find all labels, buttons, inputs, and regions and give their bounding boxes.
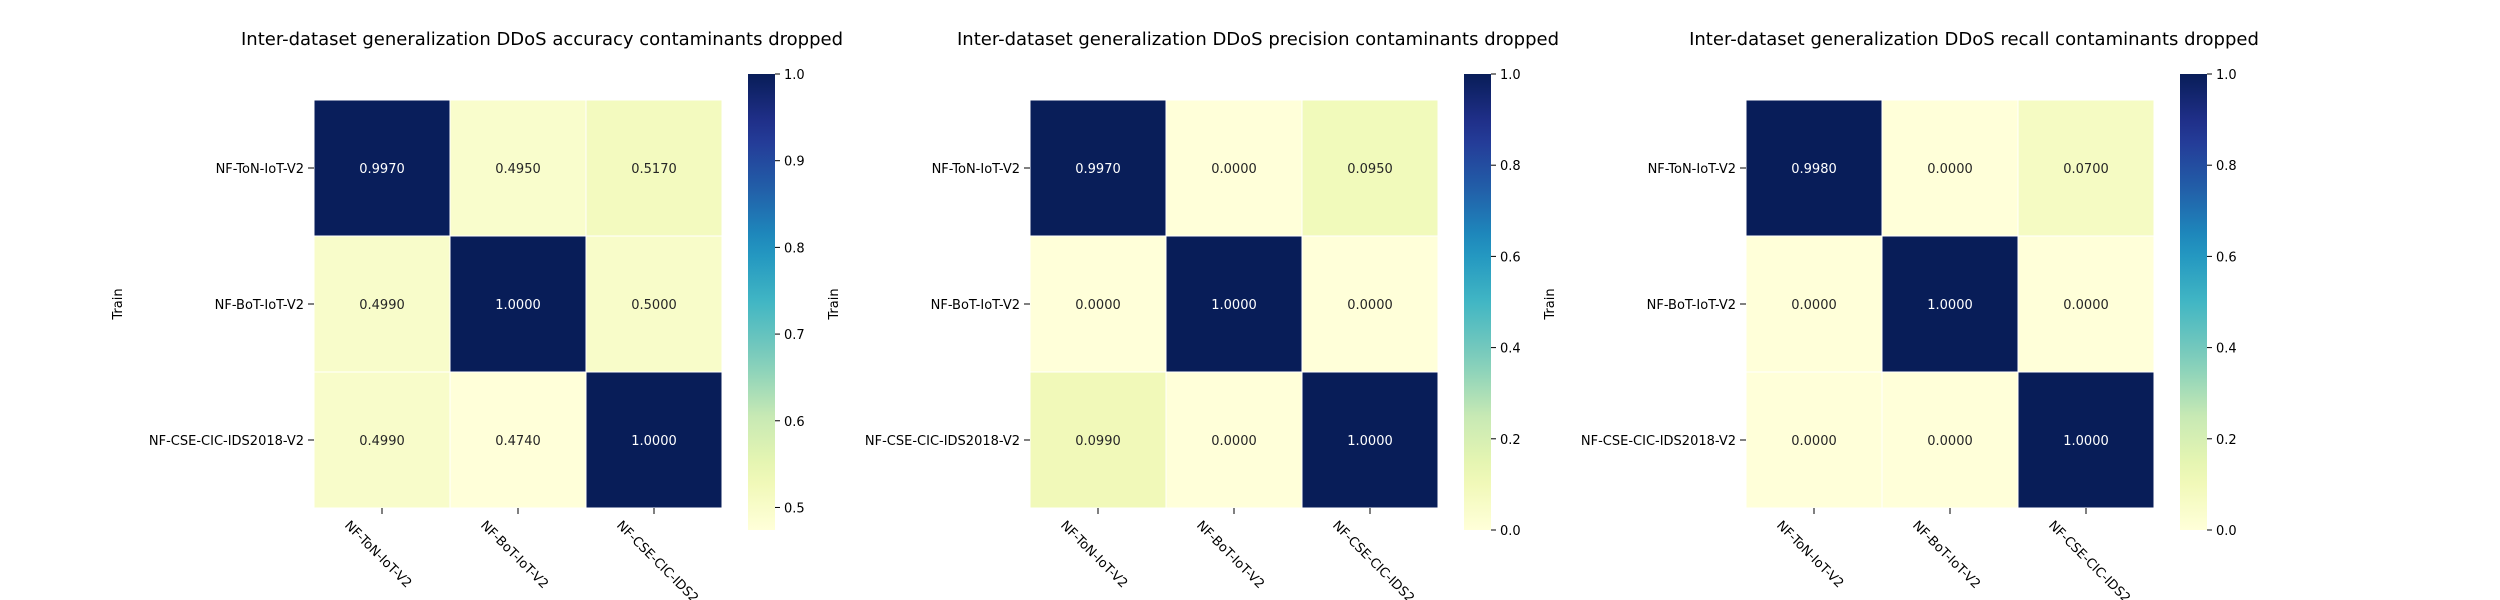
- chart-title: Inter-dataset generalization DDoS precis…: [957, 29, 1559, 50]
- heatmap-cell: [449, 371, 587, 509]
- y-tick-label: NF-BoT-IoT-V2: [1647, 298, 1736, 313]
- heatmap-cell: [1745, 99, 1883, 237]
- cell-value-label: 0.5000: [631, 298, 677, 313]
- cell-value-label: 1.0000: [1347, 434, 1393, 449]
- cell-value-label: 0.9970: [1075, 162, 1121, 177]
- heatmap-panel-1: Inter-dataset generalization DDoS accura…: [111, 29, 843, 600]
- heatmap-cell: [313, 235, 451, 373]
- y-axis-label: Train: [827, 288, 842, 320]
- colorbar-tick-label: 0.5: [784, 501, 805, 516]
- cell-value-label: 0.0000: [1927, 162, 1973, 177]
- y-tick-label: NF-ToN-IoT-V2: [932, 162, 1020, 177]
- cell-value-label: 1.0000: [631, 434, 677, 449]
- cell-value-label: 0.4990: [359, 434, 405, 449]
- cell-value-label: 0.0000: [1791, 434, 1837, 449]
- cell-value-label: 1.0000: [495, 298, 541, 313]
- colorbar-tick-label: 0.7: [784, 328, 805, 343]
- colorbar-tick-label: 0.8: [1500, 159, 1521, 174]
- colorbar-tick-label: 0.9: [784, 155, 805, 170]
- heatmap-cell: [1745, 371, 1883, 509]
- colorbar: [1464, 74, 1491, 530]
- cell-value-label: 0.0950: [1347, 162, 1393, 177]
- heatmap-cell: [1029, 371, 1167, 509]
- heatmap-cell: [1881, 371, 2019, 509]
- heatmap-cell: [585, 371, 723, 509]
- y-tick-label: NF-BoT-IoT-V2: [931, 298, 1020, 313]
- heatmap-cell: [313, 99, 451, 237]
- y-tick-label: NF-CSE-CIC-IDS2018-V2: [865, 434, 1020, 449]
- colorbar-tick-label: 0.6: [2216, 250, 2237, 265]
- colorbar: [2180, 74, 2207, 530]
- heatmap-cell: [1301, 99, 1439, 237]
- cell-value-label: 0.0700: [2063, 162, 2109, 177]
- cell-value-label: 0.4990: [359, 298, 405, 313]
- cell-value-label: 0.9980: [1791, 162, 1837, 177]
- heatmap-cell: [1301, 371, 1439, 509]
- colorbar-tick-label: 0.6: [1500, 250, 1521, 265]
- heatmap-cell: [2017, 371, 2155, 509]
- y-tick-label: NF-BoT-IoT-V2: [215, 298, 304, 313]
- colorbar-tick-label: 0.8: [784, 241, 805, 256]
- cell-value-label: 0.0000: [1347, 298, 1393, 313]
- cell-value-label: 0.0000: [1211, 162, 1257, 177]
- heatmap-cell: [1165, 99, 1303, 237]
- heatmap-cell: [1745, 235, 1883, 373]
- heatmap-panel-3: Inter-dataset generalization DDoS recall…: [1543, 29, 2259, 600]
- cell-value-label: 0.0000: [1075, 298, 1121, 313]
- heatmap-cell: [449, 235, 587, 373]
- y-tick-label: NF-ToN-IoT-V2: [216, 162, 304, 177]
- y-tick-label: NF-CSE-CIC-IDS2018-V2: [149, 434, 304, 449]
- colorbar-tick-label: 0.2: [1500, 433, 1521, 448]
- colorbar-tick-label: 0.0: [2216, 524, 2237, 539]
- colorbar-tick-label: 0.2: [2216, 433, 2237, 448]
- chart-title: Inter-dataset generalization DDoS accura…: [241, 29, 843, 50]
- y-tick-label: NF-CSE-CIC-IDS2018-V2: [1581, 434, 1736, 449]
- heatmap-panel-2: Inter-dataset generalization DDoS precis…: [827, 29, 1559, 600]
- colorbar-tick-label: 0.6: [784, 415, 805, 430]
- heatmap-cell: [1301, 235, 1439, 373]
- y-axis-label: Train: [1543, 288, 1558, 320]
- heatmap-cell: [1029, 99, 1167, 237]
- cell-value-label: 0.9970: [359, 162, 405, 177]
- heatmap-cell: [1881, 99, 2019, 237]
- colorbar-tick-label: 1.0: [784, 68, 805, 83]
- colorbar-tick-label: 1.0: [1500, 68, 1521, 83]
- cell-value-label: 0.5170: [631, 162, 677, 177]
- heatmap-cell: [1165, 371, 1303, 509]
- cell-value-label: 1.0000: [2063, 434, 2109, 449]
- cell-value-label: 0.0000: [1211, 434, 1257, 449]
- colorbar-tick-label: 0.8: [2216, 159, 2237, 174]
- chart-title: Inter-dataset generalization DDoS recall…: [1689, 29, 2259, 50]
- heatmap-cell: [2017, 235, 2155, 373]
- colorbar-tick-label: 0.4: [1500, 342, 1521, 357]
- colorbar-tick-label: 1.0: [2216, 68, 2237, 83]
- cell-value-label: 1.0000: [1927, 298, 1973, 313]
- heatmap-cell: [449, 99, 587, 237]
- y-axis-label: Train: [111, 288, 126, 320]
- colorbar: [748, 74, 775, 530]
- cell-value-label: 0.0000: [1791, 298, 1837, 313]
- cell-value-label: 0.4740: [495, 434, 541, 449]
- cell-value-label: 1.0000: [1211, 298, 1257, 313]
- heatmap-cell: [1881, 235, 2019, 373]
- cell-value-label: 0.4950: [495, 162, 541, 177]
- cell-value-label: 0.0000: [2063, 298, 2109, 313]
- cell-value-label: 0.0000: [1927, 434, 1973, 449]
- y-tick-label: NF-ToN-IoT-V2: [1648, 162, 1736, 177]
- colorbar-tick-label: 0.4: [2216, 342, 2237, 357]
- colorbar-tick-label: 0.0: [1500, 524, 1521, 539]
- heatmap-cell: [585, 99, 723, 237]
- cell-value-label: 0.0990: [1075, 434, 1121, 449]
